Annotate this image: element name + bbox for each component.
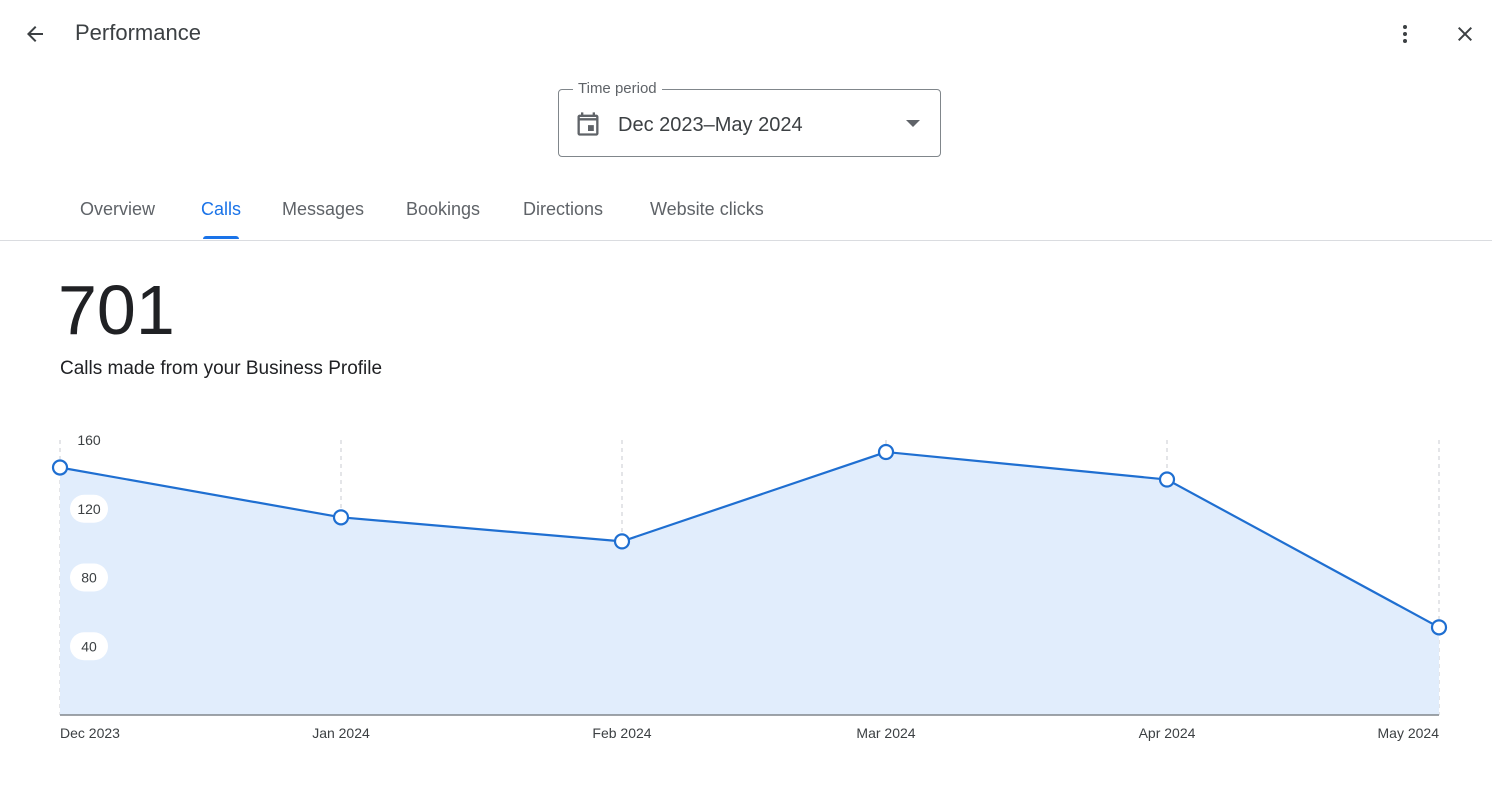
performance-tabs: Overview Calls Messages Bookings Directi…: [0, 185, 1492, 241]
active-tab-indicator: [203, 236, 240, 239]
dropdown-arrow-icon: [906, 120, 920, 127]
y-tick-background: [70, 632, 108, 661]
y-tick-label: 160: [77, 432, 101, 448]
page-title: Performance: [75, 20, 201, 45]
x-tick-label: Feb 2024: [592, 725, 651, 741]
x-tick-label: Jan 2024: [312, 725, 370, 741]
calls-chart: 40 80 120 160 Dec 2023 Jan 2024 Feb 2024 Mar 20…: [51, 432, 1448, 741]
total-calls-value: 701: [58, 271, 175, 349]
x-tick-label: May 2024: [1378, 725, 1440, 741]
tab-overview[interactable]: Overview: [80, 185, 155, 239]
y-tick-background: [70, 563, 108, 592]
data-point: [613, 533, 631, 550]
top-app-bar: Performance: [0, 0, 1492, 68]
back-button[interactable]: [13, 12, 57, 56]
data-point: [1430, 619, 1448, 636]
tab-label: Messages: [282, 199, 365, 219]
tab-messages[interactable]: Messages: [282, 185, 364, 239]
y-tick-label: 120: [77, 501, 101, 517]
data-point: [877, 443, 895, 461]
tab-calls[interactable]: Calls: [201, 185, 241, 239]
tab-label: Overview: [80, 199, 156, 219]
tab-bookings[interactable]: Bookings: [406, 185, 480, 239]
series-line: [59, 450, 1440, 629]
y-tick-background: [70, 494, 108, 523]
tab-label: Calls: [201, 199, 242, 219]
area-fill: [60, 452, 1439, 715]
close-button[interactable]: [1443, 12, 1487, 56]
tab-directions[interactable]: Directions: [523, 185, 603, 239]
data-point: [332, 509, 350, 526]
calendar-icon: [577, 112, 599, 136]
total-calls-description: Calls made from your Business Profile: [60, 358, 383, 379]
tab-label: Directions: [523, 199, 604, 219]
tab-website-clicks[interactable]: Website clicks: [650, 185, 764, 239]
arrow-back-icon: [27, 26, 43, 42]
y-tick-label: 80: [81, 570, 97, 586]
time-period-value: Dec 2023–May 2024: [618, 114, 803, 136]
more-vert-icon: [1403, 25, 1407, 43]
x-tick-label: Dec 2023: [60, 725, 120, 741]
x-tick-label: Apr 2024: [1139, 725, 1196, 741]
time-period-label: Time period: [573, 80, 662, 98]
x-tick-label: Mar 2024: [856, 725, 915, 741]
close-icon: [1458, 27, 1472, 41]
tab-label: Bookings: [406, 199, 481, 219]
data-point: [1158, 471, 1176, 488]
time-period-select[interactable]: Time period Dec 2023–May 2024: [558, 80, 941, 157]
tab-label: Website clicks: [650, 199, 764, 219]
data-point: [51, 459, 69, 476]
more-options-button[interactable]: [1383, 12, 1427, 56]
y-tick-label: 40: [81, 638, 97, 654]
